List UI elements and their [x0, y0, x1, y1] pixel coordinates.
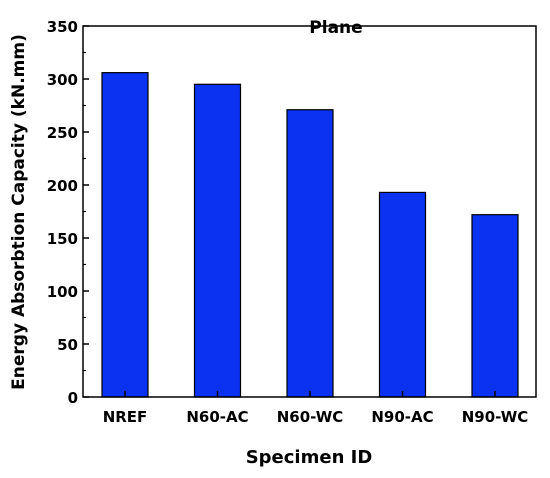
x-tick-label: N60-WC: [277, 408, 344, 426]
bar-n60-wc: [286, 109, 334, 398]
x-tick-label: N60-AC: [186, 408, 248, 426]
y-tick-label: 350: [47, 18, 78, 36]
x-tick-label: NREF: [103, 408, 148, 426]
y-tick-label: 0: [68, 389, 78, 407]
bar-n90-ac: [378, 191, 427, 398]
bar-n90-wc: [471, 214, 519, 398]
bars: [101, 72, 519, 398]
plot-frame: [82, 25, 537, 398]
y-tick-label: 200: [47, 177, 78, 195]
chart-title: Plane: [309, 18, 362, 38]
x-axis-label: Specimen ID: [246, 447, 373, 468]
y-tick-label: 250: [47, 124, 78, 142]
bar-n60-ac: [193, 83, 242, 398]
y-tick-label: 150: [47, 230, 78, 248]
bar-nref: [101, 72, 149, 398]
y-tick-label: 50: [57, 336, 78, 354]
y-axis-label: Energy Absorbtion Capacity (kN.mm): [9, 34, 29, 390]
y-axis: 0 50 100 150 200 250 300 350: [47, 18, 89, 407]
x-axis: NREF N60-AC N60-WC N90-AC N90-WC: [103, 391, 529, 426]
x-tick-label: N90-WC: [462, 408, 529, 426]
x-tick-label: N90-AC: [371, 408, 433, 426]
y-tick-label: 100: [47, 283, 78, 301]
y-tick-label: 300: [47, 71, 78, 89]
